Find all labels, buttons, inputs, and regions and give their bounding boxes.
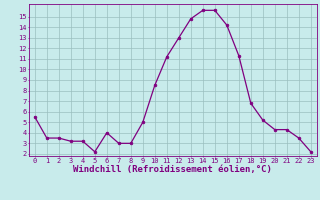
X-axis label: Windchill (Refroidissement éolien,°C): Windchill (Refroidissement éolien,°C) [73,165,272,174]
